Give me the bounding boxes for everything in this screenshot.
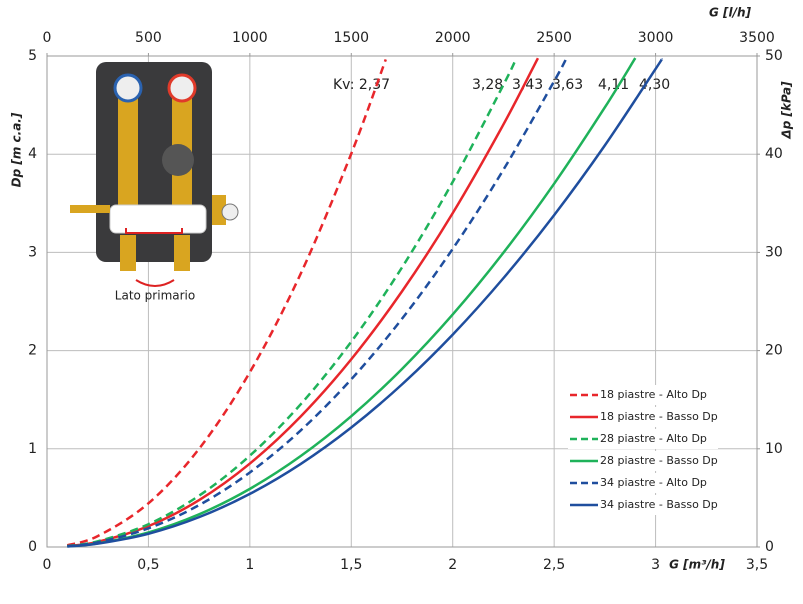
y-tick-label: 0 — [28, 539, 37, 555]
x2-tick-label: 2000 — [435, 30, 471, 46]
kv-label: 3,63 — [552, 77, 583, 93]
plot-frame — [46, 55, 758, 548]
x-tick-label: 3,5 — [746, 557, 768, 573]
legend-label: 18 piastre - Basso Dp — [600, 410, 718, 423]
y-axis-title: Dp [m c.a.] — [10, 112, 24, 187]
series-line — [67, 57, 568, 548]
x-tick-label: 3 — [651, 557, 660, 573]
y2-tick-label: 10 — [765, 441, 783, 457]
kv-label: Kv: 2,37 — [333, 77, 390, 93]
y-tick-label: 4 — [28, 146, 37, 162]
series-line — [67, 59, 517, 548]
x-tick-label: 2 — [448, 557, 457, 573]
legend-bg — [568, 473, 718, 493]
legend-label: 28 piastre - Alto Dp — [600, 432, 707, 445]
y2-axis-title: Δp [kPa] — [780, 81, 794, 140]
series-line — [67, 57, 540, 548]
y-tick-label: 2 — [28, 343, 37, 359]
series-line — [67, 58, 664, 548]
plot: 0 0,5 1 1,5 2 2,5 3 3,50 500 1000 1500 2000 2500 3000… — [28, 30, 783, 573]
image-caption: Lato primario — [115, 289, 195, 303]
x2-tick-label: 1000 — [232, 30, 268, 46]
product-image — [70, 62, 239, 287]
x2-axis-title: G [l/h] — [709, 6, 752, 20]
y-tick-label: 3 — [28, 244, 37, 260]
kv-label: 4,11 — [598, 77, 629, 93]
x-axis-title: G [m³/h] — [669, 558, 725, 572]
y2-tick-label: 40 — [765, 146, 783, 162]
y-tick-label: 5 — [28, 48, 37, 64]
legend-label: 34 piastre - Alto Dp — [600, 476, 707, 489]
kv-label: 3,28 — [472, 77, 503, 93]
x2-tick-label: 1500 — [333, 30, 369, 46]
x2-tick-label: 500 — [135, 30, 162, 46]
series-line — [66, 59, 387, 547]
y2-tick-label: 20 — [765, 343, 783, 359]
y-tick-label: 1 — [28, 441, 37, 457]
y2-tick-label: 30 — [765, 244, 783, 260]
y2-tick-label: 50 — [765, 48, 783, 64]
x2-tick-label: 2500 — [536, 30, 572, 46]
x-tick-label: 1,5 — [340, 557, 362, 573]
x2-tick-label: 3500 — [739, 30, 775, 46]
legend-bg — [568, 451, 718, 471]
x-tick-label: 1 — [245, 557, 254, 573]
x-tick-label: 2,5 — [543, 557, 565, 573]
legend-bg — [568, 429, 718, 449]
x-tick-label: 0,5 — [137, 557, 159, 573]
x2-tick-label: 3000 — [638, 30, 674, 46]
series-line — [67, 57, 637, 548]
legend-label: 18 piastre - Alto Dp — [600, 388, 707, 401]
legend-label: 28 piastre - Basso Dp — [600, 454, 718, 467]
kv-label: 3,43 — [512, 77, 543, 93]
x2-tick-label: 0 — [43, 30, 52, 46]
x-tick-label: 0 — [43, 557, 52, 573]
legend-label: 34 piastre - Basso Dp — [600, 498, 718, 511]
legend-bg — [568, 385, 718, 405]
y2-tick-label: 0 — [765, 539, 774, 555]
legend-bg — [568, 495, 718, 515]
legend-bg — [568, 407, 718, 427]
